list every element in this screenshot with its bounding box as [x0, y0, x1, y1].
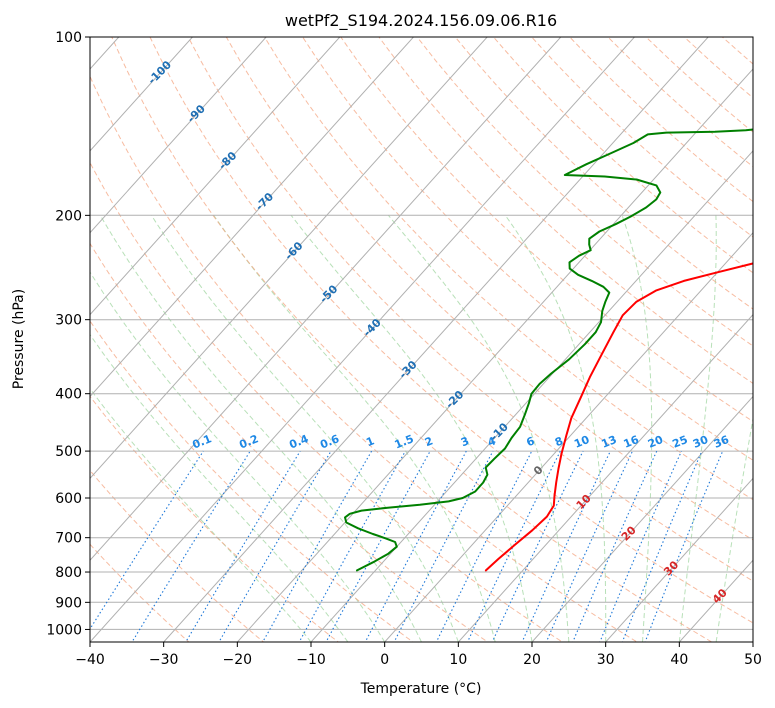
y-tick-label: 800	[55, 565, 82, 581]
dry-adiabat-line	[90, 469, 265, 642]
chart-title: wetPf2_S194.2024.156.09.06.R16	[285, 11, 557, 31]
isotherm-line	[90, 37, 415, 398]
isotherm-line	[605, 477, 753, 642]
moist-adiabat-line	[90, 271, 386, 642]
mixing-ratio-line	[262, 450, 373, 642]
mixing-ratio-label: 2	[423, 434, 435, 449]
plot-area	[90, 37, 753, 642]
dry-adiabat-line	[111, 37, 713, 642]
mixing-ratio-label: 20	[646, 433, 665, 451]
x-tick-label: −40	[75, 652, 105, 668]
mixing-ratio-line	[491, 450, 584, 642]
mixing-ratio-label: 16	[622, 433, 641, 451]
x-tick-label: −20	[223, 652, 253, 668]
isotherm-line	[90, 37, 267, 234]
mixing-ratio-label: 30	[691, 433, 710, 451]
mixing-ratio-line	[185, 450, 301, 642]
plot-frame	[89, 36, 754, 643]
x-tick-label: 10	[449, 652, 467, 668]
mixing-ratio-line	[90, 450, 204, 630]
x-tick-label: 0	[380, 652, 389, 668]
y-tick-label: 100	[55, 30, 82, 46]
isotherms	[90, 37, 753, 642]
moist-adiabat-line	[213, 215, 496, 642]
y-tick-label: 700	[55, 531, 82, 547]
mixing-ratio-label: 1	[364, 434, 376, 449]
mixing-ratio-lines	[90, 450, 724, 642]
y-tick-label: 300	[55, 313, 82, 329]
mixing-ratio-line	[325, 450, 431, 642]
isotherm-line	[384, 232, 753, 642]
mixing-ratio-line	[621, 450, 703, 642]
x-axis-ticks: −40 −30 −20 −10 0 10 20 30 40 50	[75, 642, 762, 668]
dry-adiabat-line	[90, 395, 340, 642]
profile-series	[344, 128, 753, 572]
dry-adiabat-line	[302, 37, 753, 461]
isotherm-line	[531, 395, 753, 642]
mixing-ratio-label: 3	[459, 434, 471, 449]
x-axis-label: Temperature (°C)	[360, 681, 482, 697]
y-axis-ticks: 100 200 300 400 500 600 700 800 900 1000	[46, 30, 90, 638]
x-tick-label: 40	[670, 652, 688, 668]
moist-adiabat-line	[678, 215, 717, 642]
isotherm-line	[163, 37, 709, 642]
isotherm-line	[90, 37, 488, 480]
isotherm-line	[90, 37, 341, 316]
x-tick-label: −10	[296, 652, 326, 668]
dry-adiabat-line	[454, 37, 753, 310]
moist-adiabat-line	[90, 387, 312, 642]
y-tick-label: 900	[55, 595, 82, 611]
moist-adiabat-line	[290, 214, 533, 642]
isotherm-line	[90, 37, 194, 152]
mixing-ratio-label: 36	[712, 433, 731, 451]
isotherm-line	[457, 313, 753, 642]
mixing-ratio-label: 25	[671, 433, 690, 451]
x-tick-label: 30	[597, 652, 615, 668]
y-tick-label: 500	[55, 444, 82, 460]
pressure-gridlines	[90, 37, 753, 630]
mixing-ratio-label: 10	[572, 433, 591, 451]
mixing-ratio-line	[364, 450, 467, 642]
y-tick-label: 400	[55, 387, 82, 403]
mixing-ratio-label: 8	[553, 434, 565, 449]
y-tick-label: 600	[55, 491, 82, 507]
mixing-ratio-line	[599, 450, 682, 642]
mixing-ratio-line	[131, 450, 251, 642]
isotherm-line	[90, 37, 636, 642]
dry-adiabat-line	[263, 37, 753, 501]
x-tick-label: 20	[523, 652, 541, 668]
temperature-profile-line	[484, 262, 753, 572]
dry-adiabat-line	[90, 75, 638, 642]
x-tick-label: 50	[744, 652, 762, 668]
mixing-ratio-line	[572, 450, 658, 642]
mixing-ratio-label: 13	[600, 433, 619, 451]
dry-adiabat-line	[187, 37, 753, 582]
mixing-ratio-line	[298, 450, 406, 642]
moist-adiabats	[90, 214, 753, 642]
dewpoint-profile-line	[344, 128, 753, 572]
dry-adiabat-line	[90, 242, 489, 642]
dry-adiabat-line	[416, 37, 753, 347]
moist-adiabat-line	[621, 215, 653, 642]
moist-adiabat-line	[90, 333, 349, 642]
dry-adiabats	[90, 37, 753, 642]
dry-adiabat-line	[149, 37, 753, 624]
isotherm-line	[90, 37, 562, 561]
moist-adiabat-line	[99, 215, 422, 642]
y-axis-label: Pressure (hPa)	[11, 289, 27, 389]
dry-adiabat-line	[90, 161, 564, 642]
x-tick-label: −30	[149, 652, 179, 668]
isotherm-line	[236, 68, 753, 642]
mixing-ratio-line	[218, 450, 332, 642]
y-tick-label: 200	[55, 208, 82, 224]
y-tick-label: 1000	[46, 622, 82, 638]
mixing-ratio-line	[466, 450, 561, 642]
